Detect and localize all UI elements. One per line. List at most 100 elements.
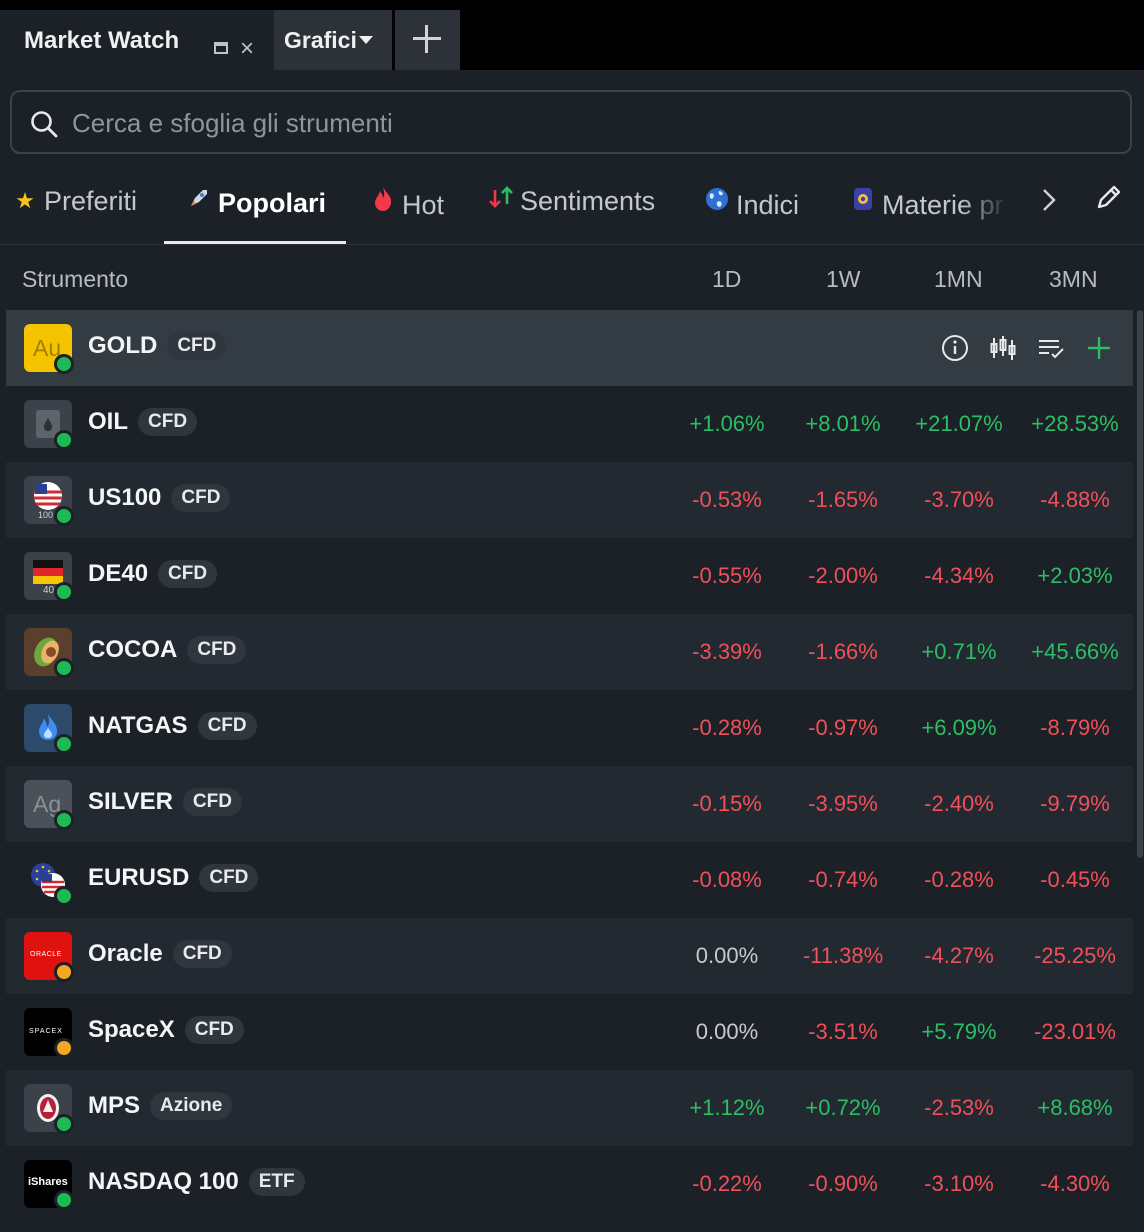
add-tab-button[interactable] [395,10,460,70]
change-3mn: +45.66% [1031,639,1119,664]
change-3mn: -8.79% [1040,715,1110,740]
tab-grafici[interactable]: Grafici [274,10,392,70]
instrument-name: NATGAS [88,712,188,739]
market-open-dot [54,430,74,450]
change-1w: +0.72% [805,1095,881,1120]
info-icon[interactable] [941,334,969,367]
change-1d: -0.15% [692,791,762,816]
change-1d: -0.28% [692,715,762,740]
change-1d: -0.22% [692,1171,762,1196]
market-open-dot [54,810,74,830]
change-1mn: -4.27% [924,943,994,968]
tab-market-watch-label: Market Watch [24,27,180,54]
table-row[interactable]: 100 US100 CFD -0.53% -1.65% -3.70% -4.88% [6,462,1133,538]
tab-grafici-label: Grafici [284,27,357,53]
active-tab-indicator [164,241,346,244]
table-row[interactable]: ORACLE Oracle CFD 0.00% -11.38% -4.27% -2… [6,918,1133,994]
change-1mn: -2.40% [924,791,994,816]
scrollbar[interactable] [1137,310,1143,858]
close-icon[interactable]: × [240,35,255,62]
table-header: Strumento 1D 1W 1MN 3MN [0,254,1144,304]
cocoa-pod-icon [24,628,72,676]
market-open-dot [54,1114,74,1134]
logo-text: SPACEX [29,1028,63,1035]
change-1mn: +0.71% [921,639,997,664]
instrument-type-badge: Azione [150,1092,233,1120]
instrument-type-badge: ETF [248,1168,305,1196]
tab-market-watch[interactable]: Market Watch × [0,10,274,70]
table-row[interactable]: COCOA CFD -3.39% -1.66% +0.71% +45.66% [6,614,1133,690]
column-header-instrument[interactable]: Strumento [22,266,129,292]
change-1d: +1.06% [689,411,765,436]
category-tabs: ★ Preferiti Popolari Hot Sentiments Indic… [0,164,1144,245]
table-row[interactable]: OIL CFD +1.06% +8.01% +21.07% +28.53% [6,386,1133,462]
instrument-type-badge: CFD [187,636,247,664]
change-3mn: -23.01% [1034,1019,1116,1044]
market-open-dot [54,1190,74,1210]
change-1w: -3.51% [808,1019,878,1044]
instrument-type-badge: CFD [172,940,232,968]
table-row[interactable]: Ag SILVER CFD -0.15% -3.95% -2.40% -9.79% [6,766,1133,842]
change-1mn: -0.28% [924,867,994,892]
search-input[interactable] [70,102,1114,144]
change-1w: -1.65% [808,487,878,512]
chevron-down-icon [359,36,373,44]
chevron-right-icon[interactable] [1040,186,1058,221]
logo-text: 100 [38,510,54,520]
germany-flag-icon: 40 [24,552,72,600]
logo-text: 40 [43,585,55,596]
tab-popolari[interactable]: Popolari [186,186,326,226]
change-1d: -3.39% [692,639,762,664]
logo-text: ORACLE [30,951,62,958]
table-row[interactable]: EURUSD CFD -0.08% -0.74% -0.28% -0.45% [6,842,1133,918]
star-icon: ★ [15,188,35,213]
table-row[interactable]: MPS Azione +1.12% +0.72% -2.53% +8.68% [6,1070,1133,1146]
column-header-1mn[interactable]: 1MN [934,266,983,292]
column-header-1d[interactable]: 1D [712,266,742,292]
instrument-type-badge: CFD [158,560,218,588]
candlestick-chart-icon[interactable] [989,334,1017,367]
tab-hot[interactable]: Hot [370,186,444,226]
change-1mn: +6.09% [921,715,997,740]
instrument-name: SILVER [88,788,173,815]
change-1d: 0.00% [695,943,759,968]
instrument-name: OIL [88,408,128,435]
change-1mn: -3.10% [924,1171,994,1196]
tab-label: Popolari [218,188,327,218]
instrument-type-badge: CFD [197,712,257,740]
instrument-name: US100 [88,484,162,511]
table-row[interactable]: Au GOLD CFD [6,310,1133,386]
tab-preferiti[interactable]: ★ Preferiti [12,186,137,226]
instrument-name: EURUSD [88,864,190,891]
change-1d: -0.53% [692,487,762,512]
watchlist-add-icon[interactable] [1037,334,1065,367]
table-row[interactable]: SPACEX SpaceX CFD 0.00% -3.51% +5.79% -23… [6,994,1133,1070]
instrument-type-badge: CFD [138,408,198,436]
table-row[interactable]: 40 DE40 CFD -0.55% -2.00% -4.34% +2.03% [6,538,1133,614]
instrument-type-badge: CFD [199,864,259,892]
fire-icon [370,186,396,218]
plus-icon[interactable] [1085,334,1113,367]
instrument-name: COCOA [88,636,178,663]
market-closed-dot [54,1038,74,1058]
column-header-3mn[interactable]: 3MN [1049,266,1098,292]
change-1d: -0.55% [692,563,762,588]
table-row[interactable]: iShares NASDAQ 100 ETF -0.22% -0.90% -3.1… [6,1146,1133,1222]
pencil-icon[interactable] [1094,182,1124,217]
tab-indici[interactable]: Indici [704,186,799,226]
maximize-icon[interactable] [214,42,228,54]
instrument-name: NASDAQ 100 [88,1168,239,1195]
market-open-dot [54,582,74,602]
table-row[interactable]: NATGAS CFD -0.28% -0.97% +6.09% -8.79% [6,690,1133,766]
change-3mn: -4.30% [1040,1171,1110,1196]
us-flag-icon: 100 [24,476,72,524]
column-header-1w[interactable]: 1W [826,266,861,292]
change-1w: -2.00% [808,563,878,588]
change-1d: +1.12% [689,1095,765,1120]
change-1w: -0.90% [808,1171,878,1196]
tab-sentiments[interactable]: Sentiments [488,186,655,226]
change-1mn: -3.70% [924,487,994,512]
instrument-name: Oracle [88,940,163,967]
change-3mn: +2.03% [1037,563,1113,588]
change-1w: -0.74% [808,867,878,892]
